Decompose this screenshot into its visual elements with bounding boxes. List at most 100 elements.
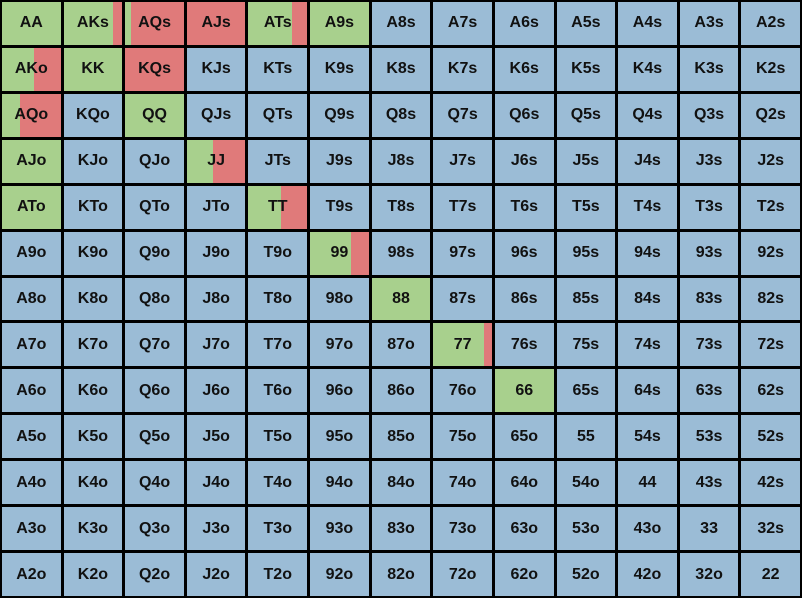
hand-cell[interactable]: J4s — [618, 139, 677, 183]
hand-cell[interactable]: 74o — [433, 461, 492, 505]
hand-cell[interactable]: AJs — [186, 2, 246, 45]
hand-cell[interactable]: KQo — [63, 93, 123, 137]
hand-cell[interactable]: Q3o — [125, 507, 184, 551]
hand-cell[interactable]: 72s — [741, 323, 800, 367]
hand-cell[interactable]: 42o — [618, 553, 677, 596]
hand-cell[interactable]: 32o — [679, 553, 739, 596]
hand-cell[interactable]: Q2o — [125, 553, 184, 596]
hand-cell[interactable]: Q8s — [371, 93, 431, 137]
hand-cell[interactable]: 55 — [556, 415, 616, 459]
hand-cell[interactable]: Q4o — [125, 461, 184, 505]
hand-cell[interactable]: T4s — [618, 185, 677, 229]
hand-cell[interactable]: AA — [2, 2, 61, 45]
hand-cell[interactable]: Q9o — [125, 231, 184, 275]
hand-cell[interactable]: A7o — [2, 323, 61, 367]
hand-cell[interactable]: K5s — [556, 47, 616, 91]
hand-cell[interactable]: 97o — [310, 323, 369, 367]
hand-cell[interactable]: J7s — [433, 139, 492, 183]
hand-cell[interactable]: 73s — [679, 323, 739, 367]
hand-cell[interactable]: T3s — [679, 185, 739, 229]
hand-cell[interactable]: 63o — [494, 507, 554, 551]
hand-cell[interactable]: 96s — [494, 231, 554, 275]
hand-cell[interactable]: JJ — [186, 139, 246, 183]
hand-cell[interactable]: J3o — [186, 507, 246, 551]
hand-cell[interactable]: AQs — [125, 2, 184, 45]
hand-cell[interactable]: 75s — [556, 323, 616, 367]
hand-cell[interactable]: K8s — [371, 47, 431, 91]
hand-cell[interactable]: 32s — [741, 507, 800, 551]
hand-cell[interactable]: QQ — [125, 93, 184, 137]
hand-cell[interactable]: K7o — [63, 323, 123, 367]
hand-cell[interactable]: K2o — [63, 553, 123, 596]
hand-cell[interactable]: QJo — [125, 139, 184, 183]
hand-cell[interactable]: A4o — [2, 461, 61, 505]
hand-cell[interactable]: A8o — [2, 277, 61, 321]
hand-cell[interactable]: J8o — [186, 277, 246, 321]
hand-cell[interactable]: T7s — [433, 185, 492, 229]
hand-cell[interactable]: A3s — [679, 2, 739, 45]
hand-cell[interactable]: Q9s — [310, 93, 369, 137]
hand-cell[interactable]: T6s — [494, 185, 554, 229]
hand-cell[interactable]: Q5s — [556, 93, 616, 137]
hand-cell[interactable]: AJo — [2, 139, 61, 183]
hand-cell[interactable]: 92s — [741, 231, 800, 275]
hand-cell[interactable]: J3s — [679, 139, 739, 183]
hand-cell[interactable]: A3o — [2, 507, 61, 551]
hand-cell[interactable]: 44 — [618, 461, 677, 505]
hand-cell[interactable]: A9o — [2, 231, 61, 275]
hand-cell[interactable]: Q7o — [125, 323, 184, 367]
hand-cell[interactable]: 66 — [494, 369, 554, 413]
hand-cell[interactable]: 54o — [556, 461, 616, 505]
hand-cell[interactable]: T9s — [310, 185, 369, 229]
hand-cell[interactable]: 85o — [371, 415, 431, 459]
hand-cell[interactable]: AKo — [2, 47, 61, 91]
hand-cell[interactable]: JTo — [186, 185, 246, 229]
hand-cell[interactable]: T8o — [248, 277, 308, 321]
hand-cell[interactable]: 76o — [433, 369, 492, 413]
hand-cell[interactable]: T5o — [248, 415, 308, 459]
hand-cell[interactable]: A5s — [556, 2, 616, 45]
hand-cell[interactable]: K2s — [741, 47, 800, 91]
hand-cell[interactable]: KQs — [125, 47, 184, 91]
hand-cell[interactable]: A6s — [494, 2, 554, 45]
hand-cell[interactable]: 87o — [371, 323, 431, 367]
hand-cell[interactable]: T7o — [248, 323, 308, 367]
hand-cell[interactable]: TT — [248, 185, 308, 229]
hand-cell[interactable]: Q5o — [125, 415, 184, 459]
hand-cell[interactable]: 94o — [310, 461, 369, 505]
hand-cell[interactable]: 54s — [618, 415, 677, 459]
hand-cell[interactable]: A9s — [310, 2, 369, 45]
hand-cell[interactable]: J8s — [371, 139, 431, 183]
hand-cell[interactable]: J5s — [556, 139, 616, 183]
hand-cell[interactable]: J7o — [186, 323, 246, 367]
hand-cell[interactable]: K9o — [63, 231, 123, 275]
hand-cell[interactable]: 92o — [310, 553, 369, 596]
hand-cell[interactable]: T3o — [248, 507, 308, 551]
hand-cell[interactable]: 96o — [310, 369, 369, 413]
hand-cell[interactable]: K6s — [494, 47, 554, 91]
hand-cell[interactable]: 43s — [679, 461, 739, 505]
hand-cell[interactable]: KTo — [63, 185, 123, 229]
hand-cell[interactable]: 98o — [310, 277, 369, 321]
hand-cell[interactable]: Q3s — [679, 93, 739, 137]
hand-cell[interactable]: 97s — [433, 231, 492, 275]
hand-cell[interactable]: K4s — [618, 47, 677, 91]
hand-cell[interactable]: T5s — [556, 185, 616, 229]
hand-cell[interactable]: Q2s — [741, 93, 800, 137]
hand-cell[interactable]: K5o — [63, 415, 123, 459]
hand-cell[interactable]: T8s — [371, 185, 431, 229]
hand-cell[interactable]: A2s — [741, 2, 800, 45]
hand-cell[interactable]: T2s — [741, 185, 800, 229]
hand-cell[interactable]: 33 — [679, 507, 739, 551]
hand-cell[interactable]: 93o — [310, 507, 369, 551]
hand-cell[interactable]: K4o — [63, 461, 123, 505]
hand-cell[interactable]: KK — [63, 47, 123, 91]
hand-cell[interactable]: A6o — [2, 369, 61, 413]
hand-cell[interactable]: AQo — [2, 93, 61, 137]
hand-cell[interactable]: K7s — [433, 47, 492, 91]
hand-cell[interactable]: 53s — [679, 415, 739, 459]
hand-cell[interactable]: 87s — [433, 277, 492, 321]
hand-cell[interactable]: ATo — [2, 185, 61, 229]
hand-cell[interactable]: ATs — [248, 2, 308, 45]
hand-cell[interactable]: 99 — [310, 231, 369, 275]
